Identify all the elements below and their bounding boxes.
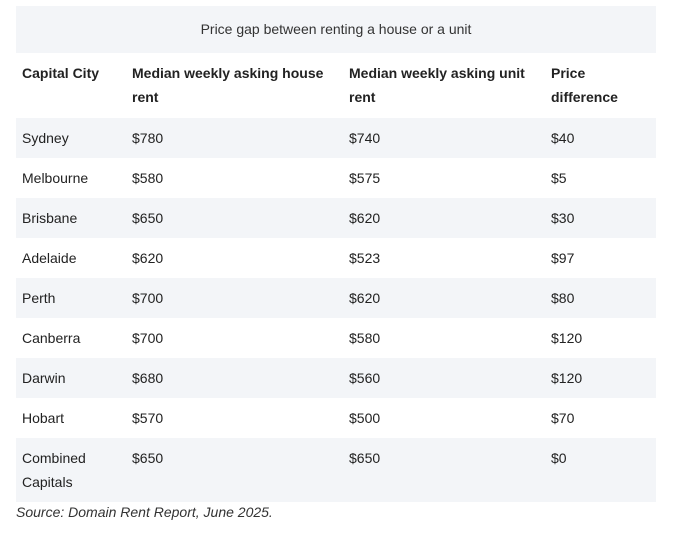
table-cell: $500 — [349, 410, 381, 426]
table-cell: $650 — [349, 450, 381, 466]
table-row: Darwin $680 $560 $120 — [16, 358, 656, 398]
table-cell: $30 — [551, 210, 575, 226]
header-cell: Price difference — [551, 65, 618, 105]
table-cell: Darwin — [22, 370, 66, 386]
table-cell: Brisbane — [22, 210, 78, 226]
table-row: Perth $700 $620 $80 — [16, 278, 656, 318]
table-cell: $0 — [551, 450, 567, 466]
table-cell: Hobart — [22, 410, 65, 426]
table-cell: $740 — [349, 130, 381, 146]
table-cell: $700 — [132, 290, 164, 306]
table-row: Adelaide $620 $523 $97 — [16, 238, 656, 278]
source-note: Source: Domain Rent Report, June 2025. — [16, 504, 273, 520]
table-row: Hobart $570 $500 $70 — [16, 398, 656, 438]
table-cell: $580 — [349, 330, 381, 346]
table-caption: Price gap between renting a house or a u… — [16, 6, 656, 53]
table-cell: $80 — [551, 290, 575, 306]
table-row: Combined Capitals $650 $650 $0 — [16, 438, 656, 502]
header-row: Capital City Median weekly asking house r… — [16, 53, 656, 118]
table-cell: $620 — [132, 250, 164, 266]
table-cell: $620 — [349, 210, 381, 226]
table-cell: $97 — [551, 250, 575, 266]
table-cell: $120 — [551, 370, 583, 386]
table-cell: $120 — [551, 330, 583, 346]
table-cell: $575 — [349, 170, 381, 186]
table-cell: $650 — [132, 450, 164, 466]
table-cell: $70 — [551, 410, 575, 426]
table-cell: $560 — [349, 370, 381, 386]
table-cell: $570 — [132, 410, 164, 426]
table-cell: $620 — [349, 290, 381, 306]
header-cell: Median weekly asking house rent — [132, 65, 324, 105]
table-cell: Canberra — [22, 330, 81, 346]
table-row: Brisbane $650 $620 $30 — [16, 198, 656, 238]
table-cell: $700 — [132, 330, 164, 346]
table-body: Sydney $780 $740 $40 Melbourne $580 $575 $5 Bris… — [16, 118, 656, 502]
table-cell: Adelaide — [22, 250, 77, 266]
table-cell: $580 — [132, 170, 164, 186]
table-cell: Combined Capitals — [22, 450, 86, 490]
header-cell: Median weekly asking unit rent — [349, 65, 525, 105]
table-cell: $40 — [551, 130, 575, 146]
table-cell: $780 — [132, 130, 164, 146]
table-row: Canberra $700 $580 $120 — [16, 318, 656, 358]
header-cell: Capital City — [22, 65, 100, 81]
table-cell: $650 — [132, 210, 164, 226]
table-cell: $5 — [551, 170, 567, 186]
table-cell: Perth — [22, 290, 56, 306]
table-cell: Melbourne — [22, 170, 89, 186]
table-cell: Sydney — [22, 130, 69, 146]
table-row: Melbourne $580 $575 $5 — [16, 158, 656, 198]
table-row: Sydney $780 $740 $40 — [16, 118, 656, 158]
table: Price gap between renting a house or a u… — [16, 6, 656, 502]
table-cell: $523 — [349, 250, 381, 266]
table-cell: $680 — [132, 370, 164, 386]
